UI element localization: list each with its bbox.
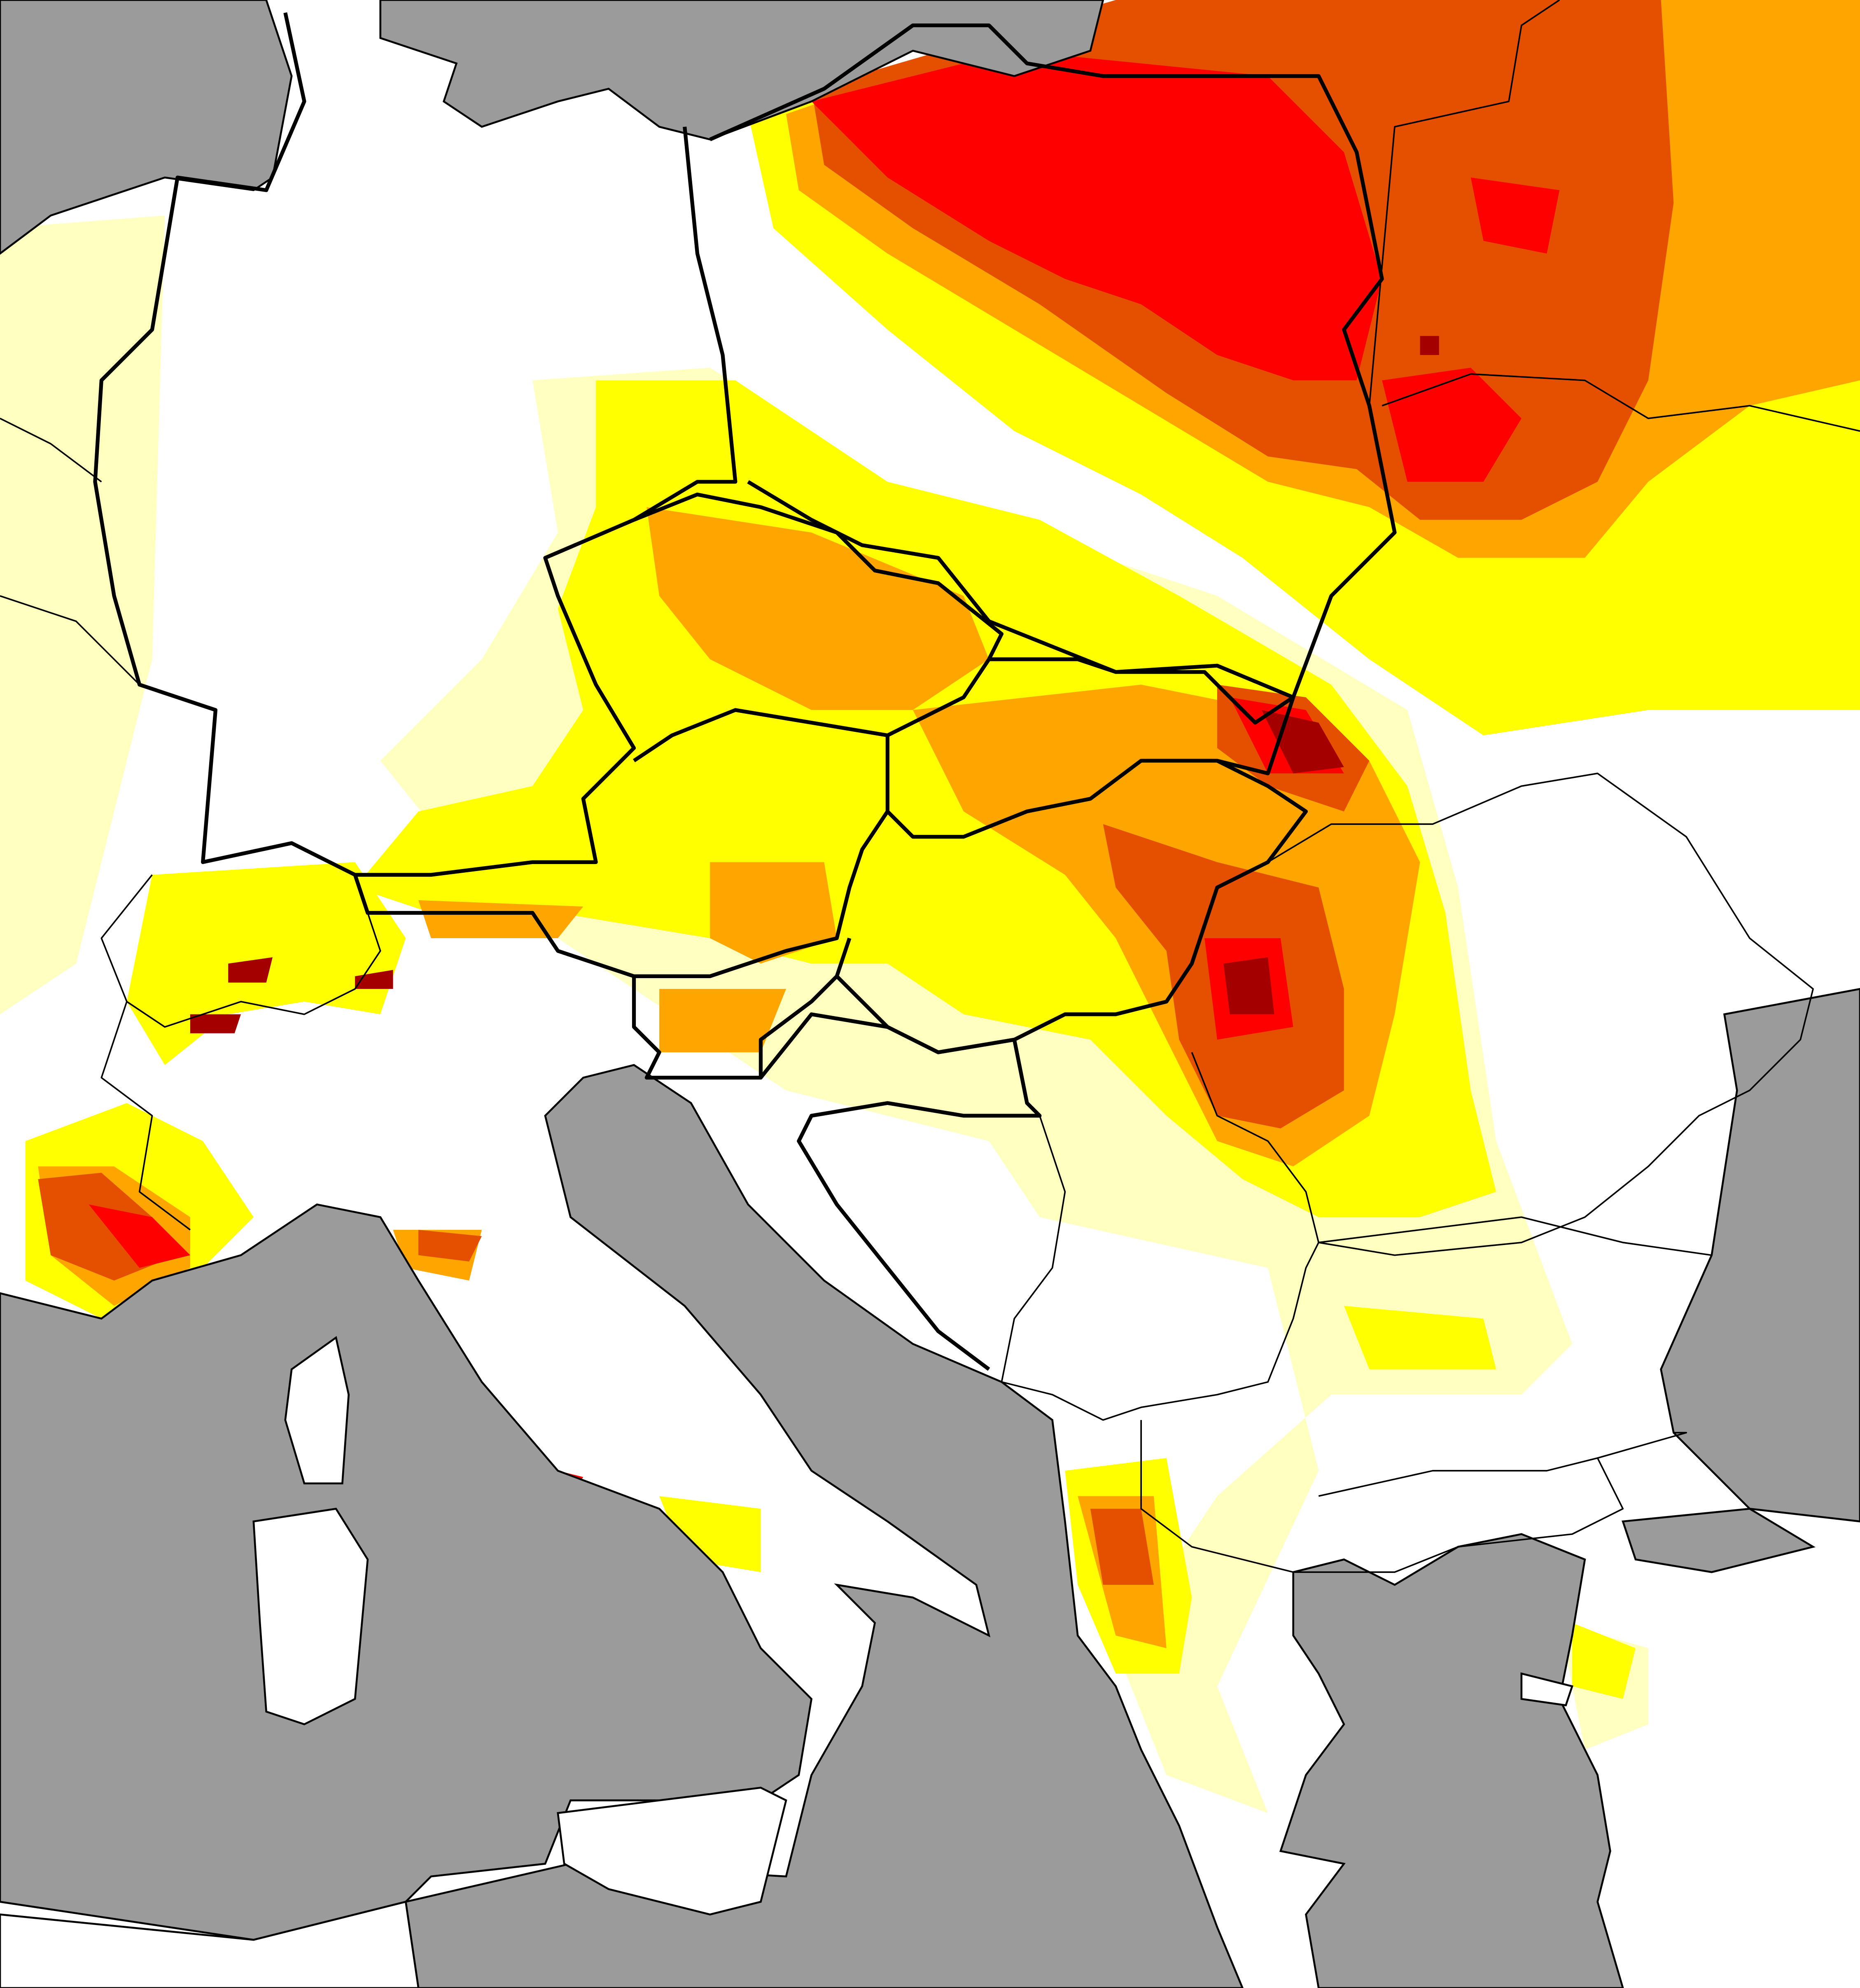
border-bulgaria: [1319, 1216, 1712, 1459]
border-czechia: [632, 492, 1004, 762]
border-austria: [353, 810, 889, 979]
cell-area: [418, 900, 583, 939]
cell-area: [1572, 1623, 1636, 1699]
sicily: [557, 1787, 787, 1916]
cell-area: [190, 1014, 241, 1033]
cell-area: [646, 507, 989, 710]
border-balkans: [1140, 1420, 1624, 1573]
sardinia: [252, 1507, 369, 1726]
cell-area: [0, 215, 165, 1014]
north-africa: [0, 1900, 420, 1988]
cell-area: [1090, 1509, 1154, 1585]
border-croatia: [759, 1012, 1042, 1371]
cell-area: [1470, 177, 1560, 254]
borders: [0, 0, 1860, 1573]
aegean-sea: [1279, 1533, 1624, 1988]
lesbos: [1520, 1672, 1574, 1707]
border-slovakia: [885, 657, 1295, 839]
border-other: [0, 0, 1860, 685]
cell-area: [710, 862, 837, 964]
cell-area: [89, 1204, 190, 1268]
marmara-sea: [1622, 1507, 1816, 1573]
cell-area: [1344, 1306, 1496, 1369]
cell-area: [659, 989, 786, 1053]
cell-area: [228, 957, 273, 983]
cell-area: [418, 1230, 482, 1262]
cell-area: [1420, 336, 1439, 355]
border-alps: [100, 874, 381, 1231]
adriatic-ionian-sea: [404, 1064, 1244, 1988]
cell-area: [1382, 367, 1522, 482]
border-romania: [1191, 773, 1814, 1256]
cell-area: [811, 51, 1382, 381]
tyrrhenian-sea: [0, 1203, 813, 1941]
border-poland: [709, 23, 1397, 725]
border-slovenia: [632, 975, 838, 1080]
islands: [0, 1336, 1574, 1988]
border-germany: [93, 12, 737, 877]
corsica: [284, 1336, 350, 1485]
cell-area: [1223, 957, 1274, 1014]
border-serbia: [1001, 1115, 1319, 1421]
baltic-sea: [379, 0, 1104, 141]
